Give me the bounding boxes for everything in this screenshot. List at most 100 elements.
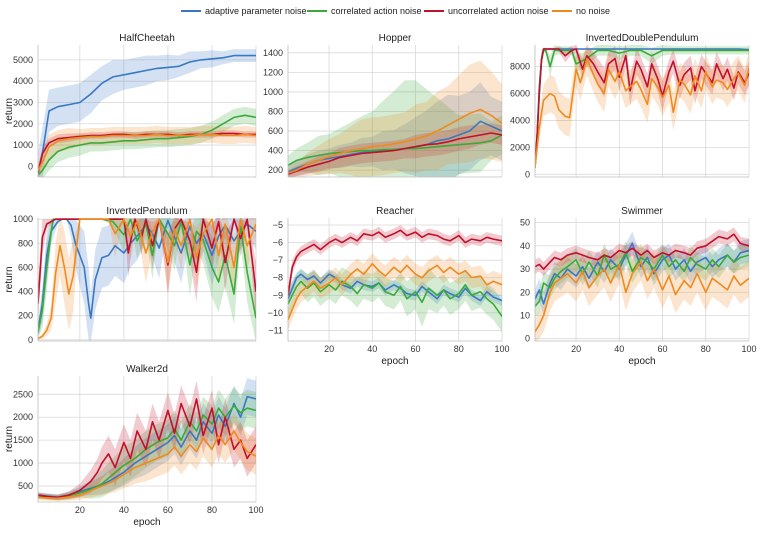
panel-walker2d: 500 1000 1500 2000 2500 20 40 60 80 100 Walker2d re… xyxy=(4,364,264,528)
y-tick-label: 1000 xyxy=(13,458,33,468)
band-uncorrelated-action-noise xyxy=(288,225,502,305)
band-no-noise xyxy=(38,125,256,177)
y-tick-label: 4000 xyxy=(13,76,33,86)
line-no-noise xyxy=(288,108,502,174)
band-adaptive-parameter-noise xyxy=(38,49,256,177)
legend-item-correlated-action-noise: correlated action noise xyxy=(307,6,422,16)
plot-area xyxy=(38,49,256,177)
x-tick-label: 80 xyxy=(701,344,711,354)
y-tick-label: 1000 xyxy=(263,87,283,97)
y-tick-label: 400 xyxy=(268,146,283,156)
x-tick-label: 80 xyxy=(207,505,217,515)
y-tick-label: 20 xyxy=(520,287,530,297)
x-axis-label: epoch xyxy=(133,517,160,528)
line-adaptive-parameter-noise xyxy=(38,395,256,498)
y-tick-label: −9 xyxy=(273,290,283,300)
y-tick-label: 800 xyxy=(268,106,283,116)
legend-item-no-noise: no noise xyxy=(552,6,610,16)
line-no-noise xyxy=(535,261,749,333)
y-tick-label: 50 xyxy=(520,218,530,228)
y-tick-label: 2000 xyxy=(13,119,33,129)
legend-item-adaptive-parameter-noise: adaptive parameter noise xyxy=(181,6,307,16)
y-tick-label: 6000 xyxy=(510,88,530,98)
y-tick-label: 2000 xyxy=(510,142,530,152)
legend-label: uncorrelated action noise xyxy=(448,6,549,16)
y-tick-label: 600 xyxy=(18,262,33,272)
x-tick-label: 20 xyxy=(324,344,334,354)
panel-title: InvertedDoublePendulum xyxy=(586,33,699,44)
y-tick-label: 600 xyxy=(268,126,283,136)
y-tick-label: 1000 xyxy=(13,140,33,150)
x-axis-label: epoch xyxy=(628,356,655,367)
line-uncorrelated-action-noise xyxy=(288,132,502,175)
y-tick-label: 30 xyxy=(520,264,530,274)
panel-title: Swimmer xyxy=(621,206,663,217)
y-tick-label: 200 xyxy=(18,311,33,321)
line-no-noise xyxy=(38,133,256,171)
plot-area xyxy=(38,378,256,502)
x-tick-label: 20 xyxy=(571,344,581,354)
x-tick-label: 100 xyxy=(494,344,509,354)
y-tick-label: 0 xyxy=(525,334,530,344)
panels: 0 1000 2000 3000 4000 5000 HalfCheetah return 20… xyxy=(4,33,757,528)
x-tick-label: 20 xyxy=(75,505,85,515)
panel-title: Walker2d xyxy=(126,364,168,375)
legend-label: adaptive parameter noise xyxy=(205,6,307,16)
legend: adaptive parameter noise correlated actio… xyxy=(181,6,610,16)
legend-item-uncorrelated-action-noise: uncorrelated action noise xyxy=(424,6,549,16)
y-tick-label: 2000 xyxy=(13,412,33,422)
x-tick-label: 60 xyxy=(163,505,173,515)
panel-title: HalfCheetah xyxy=(119,33,175,44)
y-tick-label: 400 xyxy=(18,287,33,297)
y-tick-label: −8 xyxy=(273,273,283,283)
y-tick-label: 5000 xyxy=(13,55,33,65)
line-uncorrelated-action-noise xyxy=(38,398,256,499)
line-uncorrelated-action-noise xyxy=(535,48,749,168)
band-correlated-action-noise xyxy=(38,218,256,341)
y-axis-label: return xyxy=(4,266,15,292)
panel-title: InvertedPendulum xyxy=(106,206,187,217)
x-tick-label: 60 xyxy=(658,344,668,354)
panel-reacher: −11 −10 −9 −8 −7 −6 −5 20 40 60 80 100 Reacher epoch xyxy=(268,206,510,367)
plot-area xyxy=(535,45,749,172)
grid xyxy=(38,45,257,177)
panel-title: Reacher xyxy=(376,206,414,217)
y-tick-label: 40 xyxy=(520,241,530,251)
line-no-noise xyxy=(288,262,502,321)
y-tick-label: −7 xyxy=(273,255,283,265)
panel-inverteddoublependulum: 0 2000 4000 6000 8000 InvertedDoublePendulum xyxy=(510,33,750,179)
line-correlated-action-noise xyxy=(288,134,502,166)
band-no-noise xyxy=(288,253,502,331)
y-tick-label: −11 xyxy=(268,325,283,335)
band-adaptive-parameter-noise xyxy=(535,231,749,316)
line-uncorrelated-action-noise xyxy=(288,229,502,296)
line-adaptive-parameter-noise xyxy=(38,54,256,173)
line-no-noise xyxy=(38,430,256,500)
plot-area xyxy=(288,225,502,333)
y-tick-label: 1500 xyxy=(13,435,33,445)
line-correlated-action-noise xyxy=(38,114,256,176)
legend-label: correlated action noise xyxy=(331,6,422,16)
band-no-noise xyxy=(535,243,749,341)
y-tick-label: −6 xyxy=(273,238,283,248)
y-tick-label: 200 xyxy=(268,165,283,175)
x-tick-label: 40 xyxy=(614,344,624,354)
y-tick-label: 1400 xyxy=(263,48,283,58)
y-tick-label: −5 xyxy=(273,220,283,230)
x-tick-label: 40 xyxy=(367,344,377,354)
x-tick-label: 80 xyxy=(454,344,464,354)
band-correlated-action-noise xyxy=(38,106,256,177)
line-no-noise xyxy=(38,218,256,340)
panel-swimmer: 0 10 20 30 40 50 20 40 60 80 100 Swimmer epoch xyxy=(520,206,757,367)
y-tick-label: −10 xyxy=(268,308,283,318)
band-no-noise xyxy=(288,60,502,177)
line-correlated-action-noise xyxy=(288,280,502,317)
y-tick-label: 8000 xyxy=(510,62,530,72)
grid xyxy=(535,45,750,177)
line-correlated-action-noise xyxy=(535,252,749,307)
x-axis-label: epoch xyxy=(381,356,408,367)
y-tick-label: 2500 xyxy=(13,389,33,399)
band-no-noise xyxy=(38,218,256,340)
y-tick-label: 3000 xyxy=(13,97,33,107)
